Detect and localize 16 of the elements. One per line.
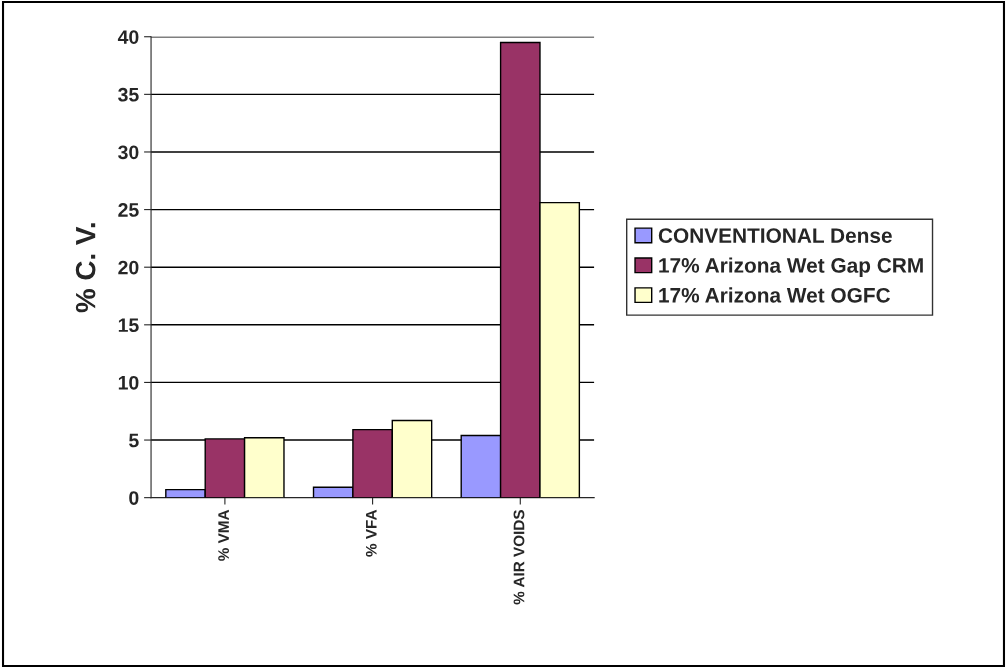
x-tick-label: % VMA [218, 509, 229, 561]
y-tick-label: 40 [117, 30, 139, 44]
y-tick-label: 30 [118, 145, 139, 160]
y-tick-label: 35 [118, 87, 139, 102]
y-tick-label: 15 [118, 318, 139, 333]
y-tick-label: 10 [118, 375, 139, 390]
legend-label: 17% Arizona Wet Gap CRM [659, 257, 923, 277]
y-tick-label: 25 [118, 203, 139, 217]
legend-label: 17% Arizona Wet OGFC [659, 287, 891, 303]
y-tick-label: 5 [129, 433, 139, 448]
x-tick-label: % AIR VOIDS [513, 510, 525, 605]
y-tick-label: 20 [118, 260, 139, 275]
x-tick-label: % VFA [365, 509, 377, 557]
y-axis-title: % C. V. [75, 223, 96, 313]
legend-label: CONVENTIONAL Dense [658, 228, 892, 243]
y-tick-label: 0 [129, 491, 139, 505]
